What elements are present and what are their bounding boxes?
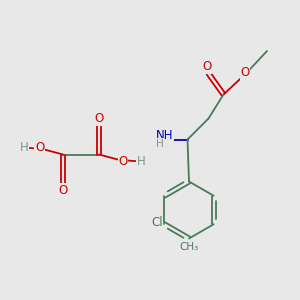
- Text: Cl: Cl: [151, 216, 163, 229]
- Text: H: H: [136, 154, 146, 168]
- Text: H: H: [20, 141, 28, 154]
- Text: O: O: [118, 154, 127, 168]
- Text: CH₃: CH₃: [179, 242, 199, 252]
- Text: O: O: [241, 66, 250, 79]
- Text: H: H: [156, 139, 164, 149]
- Text: O: O: [35, 141, 44, 154]
- Text: O: O: [58, 184, 68, 197]
- Text: NH: NH: [156, 129, 174, 142]
- Text: O: O: [202, 60, 211, 74]
- Text: O: O: [94, 112, 103, 125]
